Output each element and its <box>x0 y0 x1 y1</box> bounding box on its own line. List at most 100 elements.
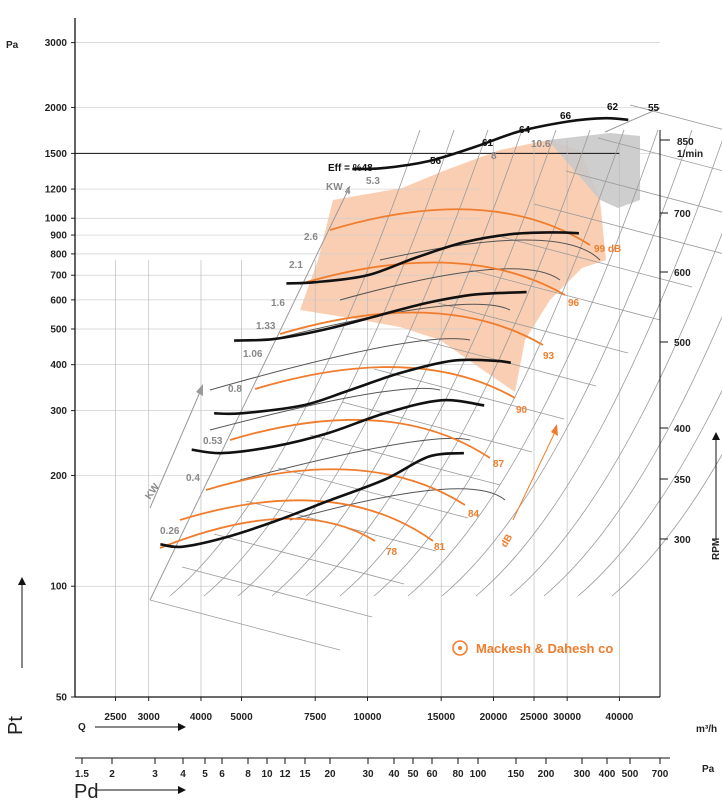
pd-tick-label: 100 <box>470 769 487 780</box>
system-grid-line <box>373 129 625 597</box>
x-tick-label: 25000 <box>520 712 548 723</box>
sound-level-curve <box>329 208 591 246</box>
rpm-tick-label: 500 <box>674 338 691 349</box>
pd-arrow-head <box>178 786 186 794</box>
system-grid-line <box>339 129 591 597</box>
sound-level-curve <box>179 499 434 542</box>
pd-tick-label: 8 <box>245 769 251 780</box>
pd-tick-label: 20 <box>324 769 336 780</box>
pd-tick-label: 80 <box>452 769 464 780</box>
kw-arrow-line <box>149 391 201 509</box>
db-label: 81 <box>434 542 446 553</box>
kw-grid-line <box>597 137 722 172</box>
db-axis-label: dB <box>499 532 515 549</box>
db-label: 93 <box>543 351 555 362</box>
sound-level-curve <box>299 261 566 296</box>
labels-layer: 0.26 0.4 0.53 0.8 1.06 1.33 1.6 2.1 2.6 4 5.3 8 10.6… <box>160 102 660 558</box>
rpm-curves-layer <box>159 116 629 549</box>
pd-axis-unit: Pa <box>702 764 715 775</box>
brand-logo: Mackesh & Dahesh co <box>452 640 613 656</box>
pd-tick-label: 12 <box>279 769 291 780</box>
system-grid-line <box>611 453 722 597</box>
y-tick-label: 900 <box>50 231 67 242</box>
kw-grid-line <box>373 368 565 420</box>
db-label: 90 <box>516 405 528 416</box>
x-tick-label: 20000 <box>480 712 508 723</box>
overload-zone-gray <box>548 133 640 208</box>
x-tick-label: 15000 <box>427 712 455 723</box>
rpm-curve-350 <box>191 398 485 455</box>
sound-level-curve <box>205 468 466 506</box>
y-tick-label: 300 <box>50 406 67 417</box>
system-grid-line <box>441 129 693 597</box>
pd-tick-label: 2 <box>109 769 115 780</box>
kw-label: 2.6 <box>304 232 318 243</box>
pd-tick-label: 15 <box>299 769 311 780</box>
pd-tick-label: 50 <box>407 769 419 780</box>
x-tick-label: 2500 <box>104 712 127 723</box>
pd-tick-label: 300 <box>574 769 591 780</box>
rpm-curve-600 <box>286 231 579 285</box>
kw-grid-line <box>533 203 722 254</box>
kw-grid-line <box>149 599 341 651</box>
pd-tick-label: 60 <box>426 769 438 780</box>
system-grid-line <box>509 232 722 597</box>
efficiency-header: Eff = %48 <box>328 163 373 174</box>
rpm-tick-label: 600 <box>674 268 691 279</box>
kw-label: 10.6 <box>531 139 551 150</box>
sound-level-curve <box>229 418 491 459</box>
y-tick-label: 400 <box>50 360 67 371</box>
efficiency-arc <box>239 437 471 481</box>
pd-tick-label: 500 <box>622 769 639 780</box>
kw-label: 0.26 <box>160 526 180 537</box>
db-label: 87 <box>493 459 505 470</box>
kw-label: 0.4 <box>186 473 200 484</box>
kw-label: 4 <box>345 186 351 197</box>
kw-grid-line <box>309 434 501 486</box>
y-tick-label: 100 <box>50 582 67 593</box>
fan-logo-hub <box>458 646 462 650</box>
rpm-tick-label: 400 <box>674 424 691 435</box>
pd-tick-label: 150 <box>508 769 525 780</box>
kw-axis-label: KW <box>143 481 162 501</box>
x-axis-unit: m³/h <box>696 724 717 735</box>
kw-grid-line <box>277 467 469 519</box>
efficiency-arc <box>209 387 441 431</box>
efficiency-arc <box>339 268 561 301</box>
efficiency-arc <box>269 303 511 341</box>
y-tick-label: 500 <box>50 324 67 335</box>
axes-layer: 5010020030040050060070080090010001200150… <box>18 18 720 794</box>
kw-label: 1.06 <box>243 349 263 360</box>
y-tick-label: 50 <box>56 693 68 704</box>
db-arrow-head <box>551 424 558 436</box>
pd-axis-title: Pd <box>74 781 98 803</box>
pd-tick-label: 400 <box>599 769 616 780</box>
y-tick-label: 1000 <box>45 214 68 225</box>
q-arrow-head <box>178 723 186 731</box>
rpm-curve-500 <box>234 290 527 342</box>
rpm-curve-400 <box>214 358 511 416</box>
x-tick-label: 5000 <box>230 712 253 723</box>
pd-tick-label: 700 <box>652 769 669 780</box>
efficiency-label: 56 <box>430 156 442 167</box>
pd-tick-label: 10 <box>261 769 273 780</box>
grid-layer <box>75 42 660 698</box>
envelope-top <box>604 107 661 133</box>
efficiency-label: 55 <box>648 103 660 114</box>
efficiency-arc <box>209 338 471 391</box>
y-tick-label: 2000 <box>45 103 68 114</box>
system-grid-line <box>271 129 523 597</box>
y-axis-title: Pt <box>5 716 27 735</box>
kw-label: 0.53 <box>203 436 223 447</box>
db-label: 78 <box>386 547 398 558</box>
rpm-tick-label: 700 <box>674 209 691 220</box>
x-tick-label: 7500 <box>304 712 327 723</box>
pd-tick-label: 200 <box>538 769 555 780</box>
y-tick-label: 3000 <box>45 38 68 49</box>
rpm-tick-label: 300 <box>674 535 691 546</box>
db-arrow-line <box>512 431 556 521</box>
kw-arrow-head <box>196 384 203 396</box>
efficiency-label: 64 <box>519 125 531 136</box>
y-axis-unit: Pa <box>6 40 19 51</box>
x-tick-label: 4000 <box>190 712 213 723</box>
